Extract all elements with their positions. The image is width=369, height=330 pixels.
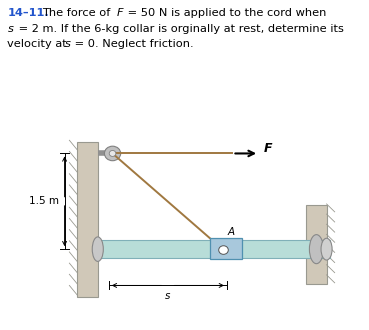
Circle shape	[109, 150, 116, 156]
Text: 14–11.: 14–11.	[7, 8, 49, 18]
Text: s: s	[7, 24, 13, 34]
Circle shape	[104, 146, 121, 161]
Text: = 2 m. If the 6-kg collar is orginally at rest, determine its: = 2 m. If the 6-kg collar is orginally a…	[15, 24, 344, 34]
Text: velocity at: velocity at	[7, 39, 71, 49]
Text: A: A	[228, 227, 235, 237]
Bar	[306, 205, 327, 284]
Text: F: F	[263, 143, 272, 155]
Ellipse shape	[309, 235, 323, 264]
Ellipse shape	[321, 238, 332, 260]
Text: s: s	[165, 291, 170, 301]
Text: The force of: The force of	[42, 8, 114, 18]
Ellipse shape	[92, 237, 103, 261]
Bar	[77, 142, 98, 297]
Circle shape	[219, 246, 228, 254]
Text: F: F	[117, 8, 124, 18]
Bar	[98, 240, 330, 258]
Text: s: s	[65, 39, 70, 49]
Text: = 50 N is applied to the cord when: = 50 N is applied to the cord when	[124, 8, 327, 18]
Text: = 0. Neglect friction.: = 0. Neglect friction.	[71, 39, 194, 49]
Bar	[210, 238, 242, 259]
Text: 1.5 m: 1.5 m	[29, 196, 59, 206]
